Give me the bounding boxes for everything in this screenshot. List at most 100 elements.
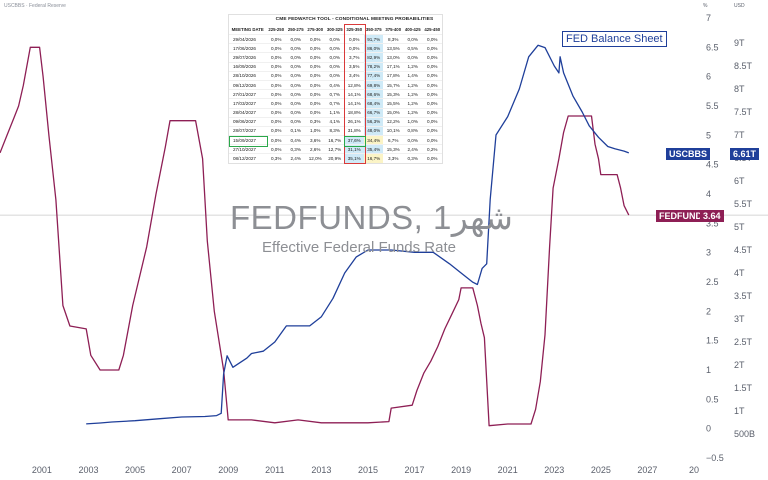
left-axis-tick-label: 6.5	[706, 42, 719, 52]
probability-cell: 0,0%	[324, 52, 345, 63]
probability-cell: 0,0%	[266, 89, 286, 99]
probability-cell: 0,0%	[266, 98, 286, 108]
column-header-rate-range: 300-325	[326, 27, 343, 32]
probability-cell: 0,0%	[266, 116, 286, 127]
probability-cell: 17,1%	[383, 61, 403, 72]
column-header-rate-range: 225-250	[268, 27, 285, 32]
probability-cell: 12,8%	[344, 79, 364, 90]
fedfunds-last-value-tag: 3.64	[700, 210, 724, 222]
probability-cell: 86,0%	[363, 43, 384, 53]
probability-cell: 0,0%	[402, 52, 423, 63]
probability-cell: 82,9%	[363, 52, 384, 63]
x-axis-tick-label: 2025	[591, 465, 611, 475]
probability-cell: 16,7%	[324, 135, 345, 145]
table-row: 09/06/2027 0,0% 0,0% 0,3% 4,1% 26,1% 56,3% 12,2…	[229, 116, 442, 127]
meeting-date-cell: 09/12/2026	[229, 79, 267, 90]
left-axis-tick-label: 4	[706, 189, 711, 199]
meeting-date-cell: 28/10/2026	[229, 70, 267, 81]
probability-cell: 0,0%	[266, 135, 286, 145]
symbol-watermark-subtitle: Effective Federal Funds Rate	[262, 239, 456, 256]
probability-cell: 0,0%	[324, 70, 345, 81]
probability-cell: 3,6%	[305, 135, 325, 145]
probability-cell: 0,0%	[305, 43, 325, 53]
probability-cell: 1,4%	[402, 70, 423, 81]
probability-cell: 0,8%	[402, 125, 423, 136]
probability-cell: 0,0%	[422, 89, 442, 99]
right-axis-tick-label: 5T	[734, 222, 745, 232]
x-axis-tick-label: 20	[689, 465, 699, 475]
meeting-date-cell: 15/09/2027	[229, 135, 267, 145]
probability-cell: 14,1%	[344, 89, 364, 99]
probability-cell: 0,0%	[422, 43, 442, 53]
right-axis-tick-label: 7T	[734, 130, 745, 140]
probability-cell: 1,2%	[402, 89, 423, 99]
left-axis-tick-label: 1.5	[706, 336, 719, 346]
meeting-date-cell: 08/12/2027	[229, 153, 267, 163]
probability-cell: 78,2%	[363, 61, 384, 72]
probability-cell: 1,2%	[402, 61, 423, 72]
probability-cell: 0,0%	[324, 61, 345, 72]
probability-cell: 0,0%	[402, 135, 423, 145]
probability-cell: 0,0%	[324, 43, 345, 53]
probability-cell: 0,7%	[324, 98, 345, 108]
left-axis-tick-label: 5.5	[706, 101, 719, 111]
probability-cell: 0,0%	[285, 79, 306, 90]
probability-cell: 0,0%	[422, 107, 442, 118]
probability-cell: 0,0%	[285, 98, 306, 108]
probability-cell: 8,3%	[324, 125, 345, 136]
right-axis-tick-label: 8T	[734, 84, 745, 94]
probability-cell: 35,1%	[344, 153, 364, 163]
x-axis-tick-label: 2005	[125, 465, 145, 475]
probability-cell: 69,8%	[363, 79, 384, 90]
probability-cell: 0,0%	[422, 98, 442, 108]
symbol-watermark-title: FEDFUNDS, 1شهر	[230, 199, 513, 236]
probability-cell: 48,0%	[363, 125, 384, 136]
probability-cell: 1,2%	[402, 79, 423, 90]
table-row: 27/01/2027 0,0% 0,0% 0,0% 0,7% 14,1% 68,6% 15,3…	[229, 89, 442, 99]
probability-cell: 17,8%	[383, 70, 403, 81]
left-axis-tick-label: −0.5	[706, 453, 724, 463]
probability-cell: 0,0%	[422, 153, 442, 163]
left-axis-unit-label: %	[703, 3, 708, 9]
probability-cell: 0,0%	[266, 33, 286, 44]
probability-cell: 10,1%	[383, 125, 403, 136]
left-axis-tick-label: 3.5	[706, 218, 719, 228]
right-axis-tick-label: 4.5T	[734, 245, 753, 255]
probability-cell: 0,0%	[305, 79, 325, 90]
probability-cell: 0,0%	[266, 125, 286, 136]
probability-cell: 0,0%	[285, 33, 306, 44]
probability-cell: 1,2%	[402, 98, 423, 108]
right-axis-tick-label: 4T	[734, 268, 745, 278]
probability-cell: 0,0%	[305, 33, 325, 44]
probability-cell: 0,5%	[402, 43, 423, 53]
table-row: 17/06/2026 0,0% 0,0% 0,0% 0,0% 0,0% 86,0% 13,5%…	[229, 43, 442, 53]
column-header-meeting-date: MEETING DATE	[231, 27, 264, 32]
probability-cell: 3,4%	[344, 70, 364, 81]
left-axis-tick-label: 0.5	[706, 394, 719, 404]
probability-cell: 0,0%	[305, 89, 325, 99]
probability-cell: 0,2%	[422, 144, 442, 154]
probability-cell: 0,0%	[422, 135, 442, 145]
x-axis-tick-label: 2003	[78, 465, 98, 475]
x-axis-tick-label: 2001	[32, 465, 52, 475]
probability-cell: 1,1%	[324, 107, 345, 118]
probability-cell: 12,7%	[324, 144, 345, 154]
probability-cell: 0,0%	[344, 33, 364, 44]
probability-cell: 0,0%	[285, 107, 306, 118]
meeting-date-cell: 09/06/2027	[229, 116, 267, 127]
right-axis-unit-label: USD	[734, 3, 745, 9]
column-header-rate-range: 275-300	[307, 27, 324, 32]
probability-cell: 2,4%	[285, 153, 306, 163]
probability-cell: 0,4%	[285, 135, 306, 145]
probability-cell: 66,7%	[363, 107, 384, 118]
table-row: 29/07/2026 0,0% 0,0% 0,0% 0,0% 3,7% 82,9% 13,0%…	[229, 52, 442, 63]
right-axis-tick-label: 6T	[734, 176, 745, 186]
x-axis-tick-label: 2011	[265, 465, 284, 475]
probability-cell: 0,0%	[422, 79, 442, 90]
table-row: 09/12/2026 0,0% 0,0% 0,0% 0,4% 12,8% 69,8% 15,7…	[229, 79, 442, 90]
probability-cell: 15,3%	[383, 144, 403, 154]
left-axis-tick-label: 1	[706, 365, 711, 375]
probability-cell: 13,5%	[383, 43, 403, 53]
probability-cell: 6,7%	[383, 135, 403, 145]
fedwatch-table: CME FEDWATCH TOOL - CONDITIONAL MEETING …	[228, 14, 443, 164]
